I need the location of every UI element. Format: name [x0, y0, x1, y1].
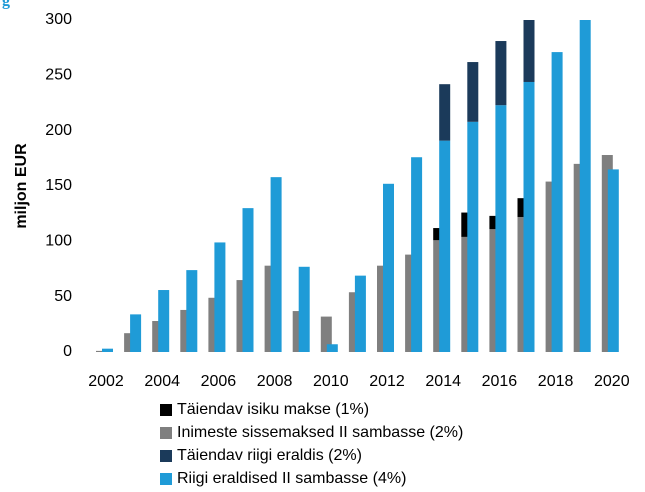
- y-tick-label: 150: [45, 177, 72, 194]
- bar: [208, 297, 220, 352]
- legend-label: Täiendav riigi eraldis (2%): [177, 447, 362, 464]
- y-axis-label: miljon EUR: [13, 143, 30, 229]
- legend-swatch: [160, 450, 172, 462]
- bar: [573, 163, 585, 352]
- bar: [495, 41, 507, 106]
- bar: [495, 105, 507, 352]
- bar: [523, 20, 535, 82]
- bar: [405, 254, 417, 352]
- x-tick-label: 2014: [425, 373, 461, 390]
- bar: [348, 292, 360, 352]
- bar: [102, 348, 113, 352]
- bar: [186, 270, 198, 352]
- bar: [523, 81, 535, 353]
- bar: [517, 216, 529, 352]
- bar: [354, 275, 366, 352]
- bar: [461, 236, 473, 352]
- x-tick-label: 2010: [313, 373, 349, 390]
- bar: [467, 121, 479, 353]
- bar: [383, 183, 394, 352]
- bar: [96, 350, 107, 352]
- bar: [180, 309, 192, 352]
- y-tick-label: 0: [63, 343, 72, 360]
- bar: [551, 52, 563, 353]
- bar: [298, 266, 310, 352]
- bar: [264, 265, 276, 352]
- bar: [467, 62, 479, 122]
- bar: [545, 181, 557, 352]
- bar: [433, 240, 445, 352]
- bar: [607, 169, 619, 352]
- bar: [579, 20, 591, 352]
- y-tick-label: 300: [45, 11, 72, 28]
- x-tick-label: 2020: [594, 373, 630, 390]
- bar: [411, 157, 423, 352]
- bar: [433, 228, 445, 241]
- legend-label: Täiendav isiku makse (1%): [177, 401, 369, 418]
- bar: [130, 314, 142, 352]
- bar: [377, 265, 388, 352]
- bar: [236, 280, 248, 352]
- y-tick-label: 250: [45, 67, 72, 84]
- bar: [517, 198, 529, 217]
- legend-swatch: [160, 427, 172, 439]
- bar: [242, 208, 254, 352]
- bar: [461, 212, 473, 237]
- x-tick-label: 2006: [201, 373, 237, 390]
- y-tick-label: 200: [45, 122, 72, 139]
- x-tick-label: 2002: [88, 373, 124, 390]
- legend-swatch: [160, 473, 172, 485]
- y-tick-label: 50: [54, 288, 72, 305]
- bar: [489, 229, 501, 352]
- chart-title: g: [2, 0, 10, 10]
- x-tick-label: 2008: [257, 373, 293, 390]
- bar: [158, 290, 170, 352]
- x-tick-label: 2004: [144, 373, 180, 390]
- bar: [152, 321, 164, 352]
- x-tick-label: 2012: [369, 373, 405, 390]
- bar: [124, 333, 136, 352]
- bar: [326, 344, 338, 352]
- bar: [270, 177, 282, 352]
- legend-swatch: [160, 404, 172, 416]
- bar: [320, 316, 332, 352]
- y-tick-label: 100: [45, 233, 72, 250]
- bar: [214, 242, 226, 352]
- x-tick-label: 2016: [482, 373, 518, 390]
- bar: [292, 311, 304, 352]
- bar: [489, 215, 501, 230]
- x-tick-label: 2018: [538, 373, 574, 390]
- bar: [439, 140, 451, 352]
- bar: [601, 155, 613, 352]
- bar: [439, 84, 451, 141]
- legend-label: Riigi eraldised II sambasse (4%): [177, 470, 406, 487]
- legend-label: Inimeste sissemaksed II sambasse (2%): [177, 424, 463, 441]
